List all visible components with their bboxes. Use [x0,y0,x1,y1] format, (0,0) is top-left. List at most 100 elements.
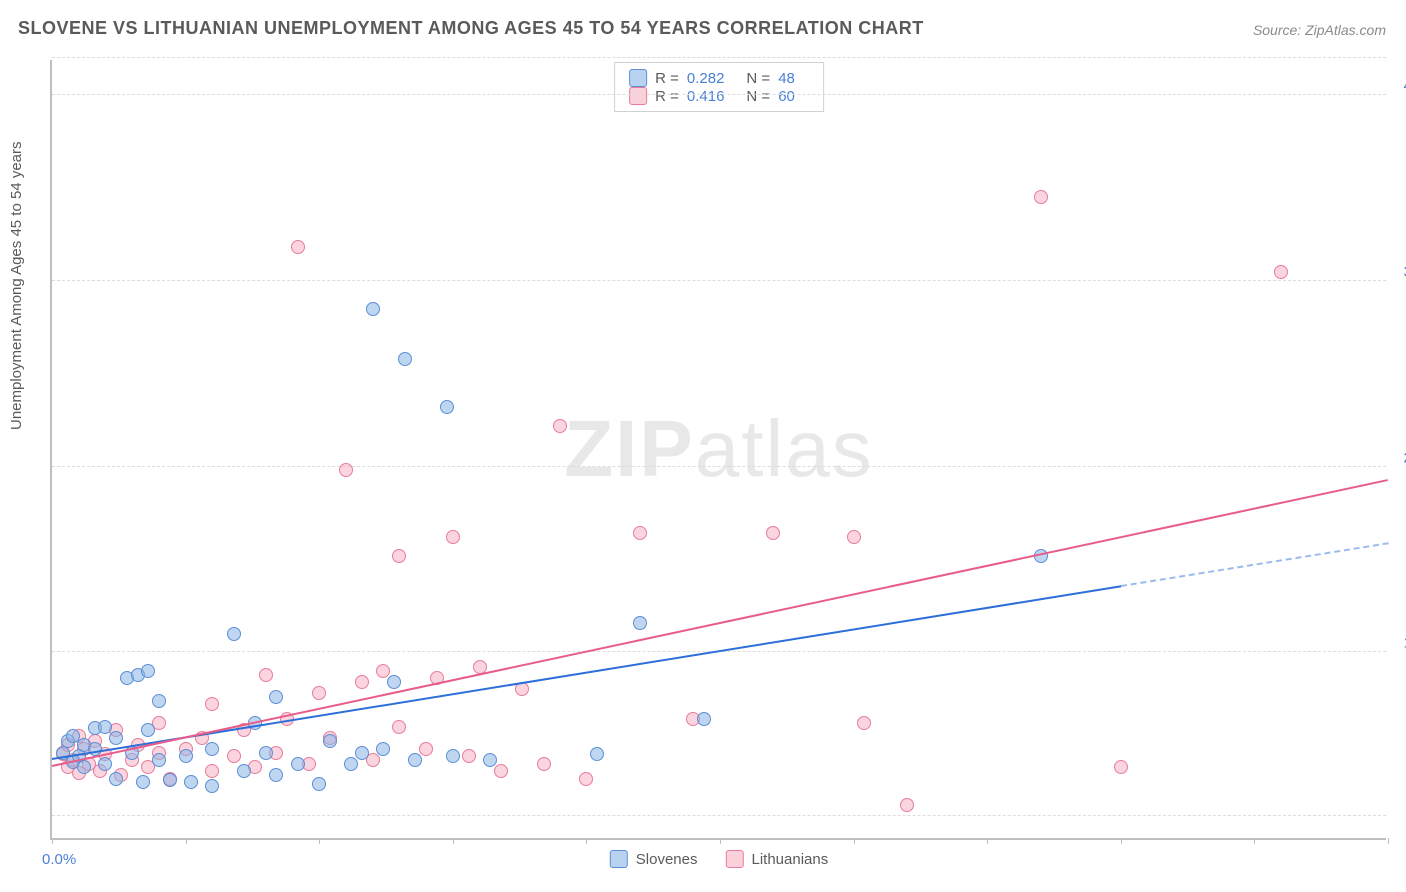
x-tick [720,838,721,844]
gridline [52,57,1386,58]
source-name: ZipAtlas.com [1305,22,1386,38]
data-point [387,675,401,689]
x-tick [586,838,587,844]
gridline [52,466,1386,467]
data-point [339,463,353,477]
data-point [446,749,460,763]
data-point [227,627,241,641]
data-point [344,757,358,771]
data-point [163,773,177,787]
r-label: R = [655,70,679,87]
data-point [259,668,273,682]
trendline [1121,543,1389,588]
legend-stats-row-slovene: R = 0.282 N = 48 [629,69,809,87]
watermark-rest: atlas [695,404,874,493]
legend-label-slovene: Slovenes [636,851,698,868]
data-point [109,772,123,786]
data-point [446,530,460,544]
n-value-slovene: 48 [778,70,795,87]
data-point [857,716,871,730]
data-point [392,549,406,563]
data-point [141,664,155,678]
watermark-bold: ZIP [564,404,694,493]
r-label-2: R = [655,88,679,105]
data-point [355,746,369,760]
data-point [1034,190,1048,204]
x-tick [319,838,320,844]
n-label-2: N = [746,88,770,105]
data-point [184,775,198,789]
gridline [52,815,1386,816]
x-tick [1121,838,1122,844]
data-point [462,749,476,763]
data-point [152,694,166,708]
swatch-lith-icon-2 [725,850,743,868]
data-point [227,749,241,763]
data-point [205,764,219,778]
source-prefix: Source: [1253,22,1305,38]
data-point [237,764,251,778]
data-point [408,753,422,767]
data-point [633,526,647,540]
data-point [323,734,337,748]
data-point [376,742,390,756]
data-point [205,697,219,711]
gridline [52,280,1386,281]
data-point [553,419,567,433]
data-point [766,526,780,540]
data-point [269,690,283,704]
legend-stats-row-lith: R = 0.416 N = 60 [629,87,809,105]
data-point [179,749,193,763]
data-point [1114,760,1128,774]
data-point [376,664,390,678]
plot-area: ZIPatlas R = 0.282 N = 48 R = 0.416 N = … [50,60,1386,840]
n-label: N = [746,70,770,87]
data-point [109,731,123,745]
y-axis-label: Unemployment Among Ages 45 to 54 years [8,141,25,430]
data-point [205,779,219,793]
data-point [205,742,219,756]
data-point [697,712,711,726]
data-point [633,616,647,630]
data-point [77,760,91,774]
data-point [590,747,604,761]
swatch-slovene-icon [629,69,647,87]
x-tick [52,838,53,844]
data-point [900,798,914,812]
gridline [52,94,1386,95]
data-point [537,757,551,771]
data-point [141,723,155,737]
data-point [440,400,454,414]
data-point [494,764,508,778]
data-point [579,772,593,786]
data-point [312,777,326,791]
chart-title: SLOVENE VS LITHUANIAN UNEMPLOYMENT AMONG… [18,18,924,39]
swatch-lith-icon [629,87,647,105]
data-point [259,746,273,760]
source-attribution: Source: ZipAtlas.com [1253,22,1386,38]
data-point [398,352,412,366]
data-point [419,742,433,756]
legend-item-slovene: Slovenes [610,850,698,868]
data-point [98,720,112,734]
data-point [152,753,166,767]
data-point [312,686,326,700]
legend-item-lith: Lithuanians [725,850,828,868]
watermark: ZIPatlas [564,403,873,495]
x-tick [186,838,187,844]
data-point [366,302,380,316]
legend-label-lith: Lithuanians [751,851,828,868]
x-tick [987,838,988,844]
data-point [291,240,305,254]
x-tick [854,838,855,844]
legend-stats: R = 0.282 N = 48 R = 0.416 N = 60 [614,62,824,112]
r-value-slovene: 0.282 [687,70,725,87]
n-value-lith: 60 [778,88,795,105]
data-point [847,530,861,544]
data-point [355,675,369,689]
data-point [136,775,150,789]
x-tick [1254,838,1255,844]
data-point [98,757,112,771]
chart-container: SLOVENE VS LITHUANIAN UNEMPLOYMENT AMONG… [0,0,1406,892]
x-tick [1388,838,1389,844]
